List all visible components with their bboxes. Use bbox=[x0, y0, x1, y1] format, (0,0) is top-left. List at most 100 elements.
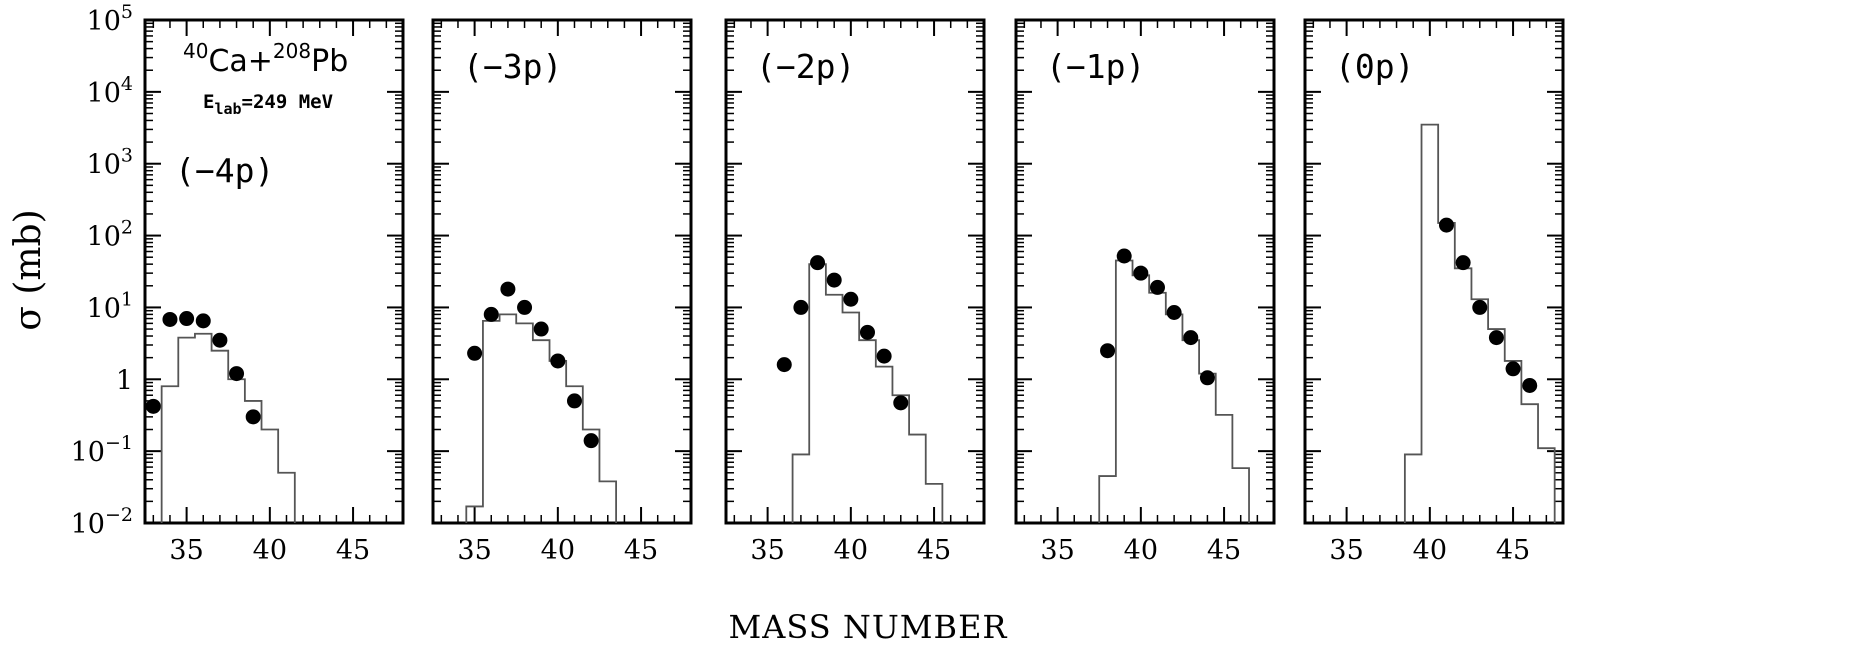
y-tick-base: 1 bbox=[116, 365, 133, 396]
data-point bbox=[1505, 361, 1521, 377]
panel-frame bbox=[1303, 18, 1565, 525]
mass-superscript: 40 bbox=[183, 39, 208, 63]
y-tick-label: 105 bbox=[87, 1, 133, 37]
y-tick-base: 10 bbox=[87, 78, 121, 109]
data-point bbox=[583, 433, 599, 449]
x-tick-label: 35 bbox=[750, 535, 784, 566]
y-tick-label: 103 bbox=[87, 145, 133, 181]
reaction-label: 40Ca+208Pb bbox=[183, 39, 348, 79]
y-tick-exponent: 2 bbox=[121, 217, 133, 239]
x-tick-label: 45 bbox=[917, 535, 951, 566]
mass-superscript: 208 bbox=[273, 39, 311, 63]
energy-label: Elab=249 MeV bbox=[203, 91, 333, 118]
data-point bbox=[1455, 255, 1471, 271]
energy-symbol: E bbox=[203, 91, 214, 113]
histogram-line bbox=[791, 263, 944, 523]
element-symbol: Ca+ bbox=[208, 44, 272, 79]
x-tick-label: 35 bbox=[169, 535, 203, 566]
panel-frame bbox=[431, 18, 693, 525]
data-point bbox=[533, 321, 549, 337]
panel-frame bbox=[143, 18, 405, 525]
y-tick-label: 1 bbox=[116, 365, 133, 396]
data-point bbox=[1183, 330, 1199, 346]
energy-subscript: lab bbox=[214, 100, 241, 118]
data-point bbox=[793, 299, 809, 315]
y-tick-base: 10 bbox=[87, 6, 121, 37]
data-point bbox=[1488, 330, 1504, 346]
panel-5: 35 40 45 (0p) bbox=[1303, 18, 1565, 566]
energy-value: =249 MeV bbox=[242, 91, 334, 113]
panel-label: (0p) bbox=[1335, 47, 1414, 86]
panel-label: (−2p) bbox=[756, 47, 855, 86]
panel-label: (−4p) bbox=[175, 151, 274, 190]
data-point bbox=[483, 306, 499, 322]
y-tick-exponent: 1 bbox=[121, 288, 133, 310]
x-tick-label: 40 bbox=[1124, 535, 1158, 566]
x-tick-label: 35 bbox=[1040, 535, 1074, 566]
data-point bbox=[212, 332, 228, 348]
data-point bbox=[195, 313, 211, 329]
data-point bbox=[893, 395, 909, 411]
data-point bbox=[1100, 343, 1116, 359]
y-axis-title: σ (mb) bbox=[8, 209, 49, 330]
y-tick-label: 10−2 bbox=[71, 504, 133, 540]
y-tick-base: 10 bbox=[87, 222, 121, 253]
x-tick-label: 40 bbox=[253, 535, 287, 566]
y-tick-label: 104 bbox=[87, 73, 133, 109]
x-tick-label: 40 bbox=[541, 535, 575, 566]
data-point bbox=[517, 299, 533, 315]
data-point bbox=[229, 366, 245, 382]
panel-3: 35 40 45 (−2p) bbox=[724, 18, 986, 566]
data-point bbox=[245, 409, 261, 425]
data-point bbox=[876, 348, 892, 364]
data-point bbox=[566, 393, 582, 409]
panel-label: (−3p) bbox=[463, 47, 562, 86]
x-tick-label: 45 bbox=[1207, 535, 1241, 566]
element-symbol: Pb bbox=[311, 44, 348, 79]
data-point bbox=[1522, 377, 1538, 393]
data-point bbox=[1199, 370, 1215, 386]
data-point bbox=[1472, 299, 1488, 315]
x-tick-label: 40 bbox=[1413, 535, 1447, 566]
data-point bbox=[467, 345, 483, 361]
y-tick-base: 10 bbox=[87, 150, 121, 181]
data-point bbox=[810, 255, 826, 271]
y-tick-label: 10−1 bbox=[71, 432, 133, 468]
y-tick-exponent: 4 bbox=[121, 73, 133, 95]
histogram-line bbox=[1098, 259, 1250, 523]
data-point bbox=[776, 357, 792, 373]
histogram-line bbox=[465, 313, 617, 523]
data-point bbox=[826, 272, 842, 288]
data-point bbox=[1438, 217, 1454, 233]
y-tick-label: 101 bbox=[87, 288, 133, 324]
data-point bbox=[1116, 248, 1132, 264]
y-tick-base: 10 bbox=[71, 509, 105, 540]
histogram-line bbox=[1403, 123, 1556, 523]
x-tick-label: 45 bbox=[336, 535, 370, 566]
panel-label: (−1p) bbox=[1046, 47, 1145, 86]
x-tick-label: 35 bbox=[457, 535, 491, 566]
data-point bbox=[179, 311, 195, 327]
y-tick-base: 10 bbox=[71, 437, 105, 468]
data-point bbox=[500, 281, 516, 297]
panel-2: 35 40 45 (−3p) bbox=[431, 18, 693, 566]
data-point bbox=[1149, 279, 1165, 295]
x-axis-title: MASS NUMBER bbox=[728, 608, 1007, 646]
y-tick-base: 10 bbox=[87, 293, 121, 324]
histogram-line bbox=[160, 332, 296, 523]
y-tick-exponent: −1 bbox=[105, 432, 133, 454]
data-point bbox=[1166, 305, 1182, 321]
y-tick-exponent: −2 bbox=[105, 504, 133, 526]
data-point bbox=[550, 353, 566, 369]
data-point bbox=[859, 324, 875, 340]
panel-frame bbox=[724, 18, 986, 525]
panel-4: 35 40 45 (−1p) bbox=[1014, 18, 1276, 566]
x-tick-label: 45 bbox=[624, 535, 658, 566]
data-point bbox=[162, 311, 178, 327]
data-point bbox=[843, 291, 859, 307]
y-tick-exponent: 5 bbox=[121, 1, 133, 23]
y-tick-label: 102 bbox=[87, 217, 133, 253]
